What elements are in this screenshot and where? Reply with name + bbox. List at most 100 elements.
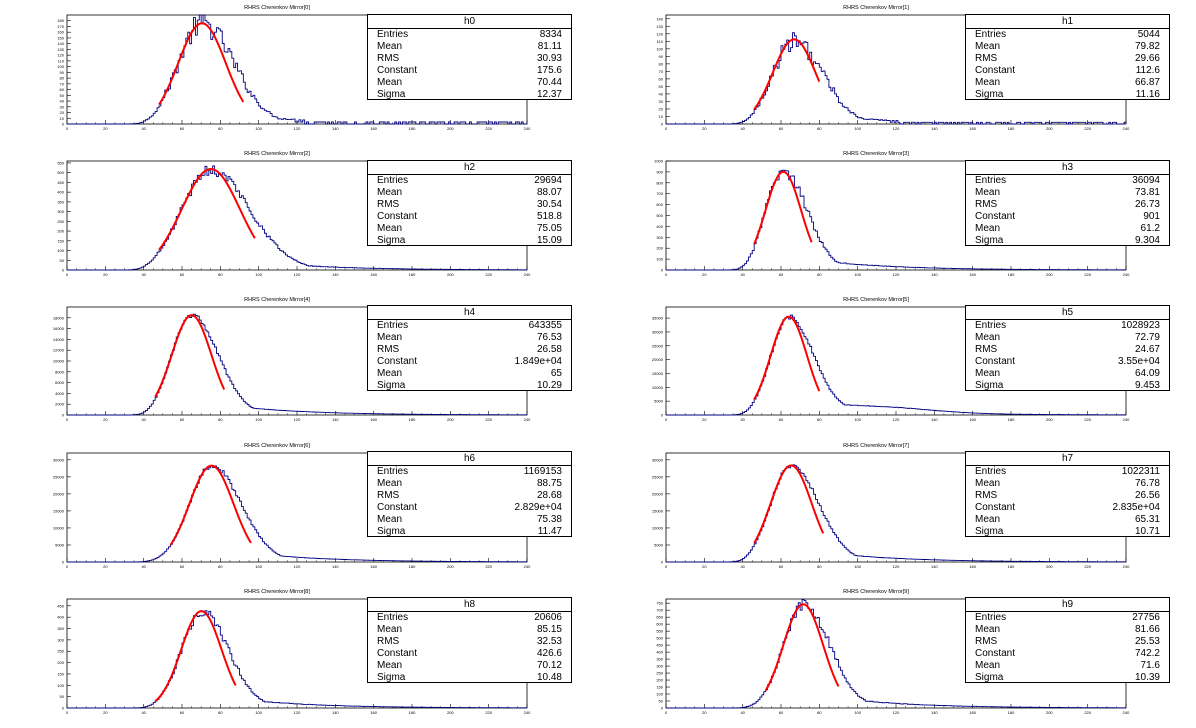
y-tick-label: 0 xyxy=(62,268,65,273)
stats-label: Constant xyxy=(377,211,418,222)
gaussian-fit-curve xyxy=(753,315,821,400)
stats-label: RMS xyxy=(377,490,400,501)
x-tick-label: 40 xyxy=(740,126,745,131)
y-tick-label: 5000 xyxy=(55,542,65,547)
stats-value: 71.6 xyxy=(1140,660,1160,671)
y-tick-label: 15000 xyxy=(53,508,65,513)
x-tick-label: 140 xyxy=(332,417,339,422)
x-tick-label: 180 xyxy=(1008,710,1015,715)
y-tick-label: 8000 xyxy=(55,369,65,374)
stats-row: Entries 1022311 xyxy=(966,466,1169,478)
stats-label: Mean xyxy=(377,41,403,52)
stats-label: Mean xyxy=(377,77,403,88)
stats-row: RMS 30.93 xyxy=(368,53,571,65)
y-tick-label: 160 xyxy=(57,30,64,35)
stats-row: Mean 76.78 xyxy=(966,478,1169,490)
y-tick-label: 0 xyxy=(661,268,664,273)
x-tick-label: 220 xyxy=(1084,710,1091,715)
stats-label: Constant xyxy=(377,356,418,367)
stats-value: 79.82 xyxy=(1134,41,1160,52)
histogram-panel-1: RHRS Cherenkov Mirror[1] 0 10 20 30 40 50 60 70 8… xyxy=(656,5,1130,131)
y-tick-label: 200 xyxy=(656,246,663,251)
y-tick-label: 0 xyxy=(62,560,65,565)
stats-row: Constant 112.6 xyxy=(966,65,1169,77)
stats-label: RMS xyxy=(975,636,998,647)
stats-row: Sigma 10.71 xyxy=(966,526,1169,538)
stats-value: 64.09 xyxy=(1134,368,1160,379)
stats-row: Constant 2.829e+04 xyxy=(368,502,571,514)
y-tick-label: 450 xyxy=(57,603,64,608)
y-tick-label: 50 xyxy=(659,699,664,704)
x-tick-label: 0 xyxy=(665,272,668,277)
y-tick-label: 50 xyxy=(659,84,664,89)
panel-title: RHRS Cherenkov Mirror[8] xyxy=(244,589,310,595)
stats-label: Constant xyxy=(377,502,418,513)
y-tick-label: 300 xyxy=(57,209,64,214)
stats-label: Sigma xyxy=(975,672,1004,683)
stats-row: Mean 64.09 xyxy=(966,368,1169,380)
y-tick-label: 25000 xyxy=(53,474,65,479)
stats-label: Mean xyxy=(975,332,1001,343)
panel-title: RHRS Cherenkov Mirror[3] xyxy=(843,151,909,157)
y-tick-label: 60 xyxy=(60,87,65,92)
y-tick-label: 100 xyxy=(57,64,64,69)
y-tick-label: 5000 xyxy=(654,542,664,547)
stats-label: Mean xyxy=(975,77,1001,88)
x-tick-label: 220 xyxy=(1084,564,1091,569)
y-tick-label: 550 xyxy=(57,160,64,165)
stats-label: Mean xyxy=(975,187,1001,198)
y-tick-label: 25000 xyxy=(652,474,664,479)
stats-row: Mean 65 xyxy=(368,368,571,380)
x-tick-label: 140 xyxy=(931,710,938,715)
stats-value: 643355 xyxy=(528,320,562,331)
stats-value: 26.56 xyxy=(1134,490,1160,501)
stats-row: Sigma 11.47 xyxy=(368,526,571,538)
gaussian-fit-curve xyxy=(154,610,237,702)
y-tick-label: 0 xyxy=(661,560,664,565)
stats-box: h4 Entries 643355 Mean 76.53 RMS 26.58 Constant… xyxy=(367,305,572,391)
stats-label: Entries xyxy=(975,320,1007,331)
x-tick-label: 140 xyxy=(332,710,339,715)
x-tick-label: 180 xyxy=(409,564,416,569)
stats-label: Entries xyxy=(975,466,1007,477)
x-tick-label: 240 xyxy=(1123,564,1130,569)
x-tick-label: 120 xyxy=(893,564,900,569)
x-tick-label: 60 xyxy=(180,710,185,715)
stats-row: Entries 20606 xyxy=(368,612,571,624)
x-tick-label: 200 xyxy=(447,126,454,131)
x-tick-label: 0 xyxy=(66,417,69,422)
y-tick-label: 80 xyxy=(659,61,664,66)
x-tick-label: 100 xyxy=(255,564,262,569)
stats-row: Mean 73.81 xyxy=(966,187,1169,199)
stats-row: Entries 8334 xyxy=(368,29,571,41)
y-tick-label: 110 xyxy=(58,58,65,63)
stats-label: Sigma xyxy=(377,89,406,100)
x-tick-label: 180 xyxy=(409,417,416,422)
stats-value: 75.38 xyxy=(536,514,562,525)
x-tick-label: 160 xyxy=(969,710,976,715)
stats-label: Mean xyxy=(975,624,1001,635)
x-tick-label: 20 xyxy=(702,272,707,277)
x-tick-label: 20 xyxy=(702,126,707,131)
stats-value: 24.67 xyxy=(1134,344,1160,355)
y-tick-label: 10000 xyxy=(652,385,664,390)
x-tick-label: 20 xyxy=(702,710,707,715)
stats-label: Mean xyxy=(377,514,403,525)
x-tick-label: 140 xyxy=(931,126,938,131)
y-tick-label: 14000 xyxy=(53,337,65,342)
stats-value: 26.58 xyxy=(536,344,562,355)
stats-value: 75.05 xyxy=(536,223,562,234)
y-tick-label: 10000 xyxy=(652,525,664,530)
stats-value: 1028923 xyxy=(1121,320,1160,331)
stats-value: 73.81 xyxy=(1134,187,1160,198)
y-tick-label: 50 xyxy=(60,93,65,98)
x-tick-label: 20 xyxy=(702,417,707,422)
y-tick-label: 80 xyxy=(60,76,65,81)
y-tick-label: 0 xyxy=(661,122,664,127)
x-tick-label: 120 xyxy=(294,126,301,131)
x-tick-label: 100 xyxy=(255,417,262,422)
stats-value: 426.6 xyxy=(536,648,562,659)
stats-label: Sigma xyxy=(975,526,1004,537)
histogram-panel-3: RHRS Cherenkov Mirror[3]0100200300400500… xyxy=(654,151,1130,277)
x-tick-label: 0 xyxy=(66,126,69,131)
